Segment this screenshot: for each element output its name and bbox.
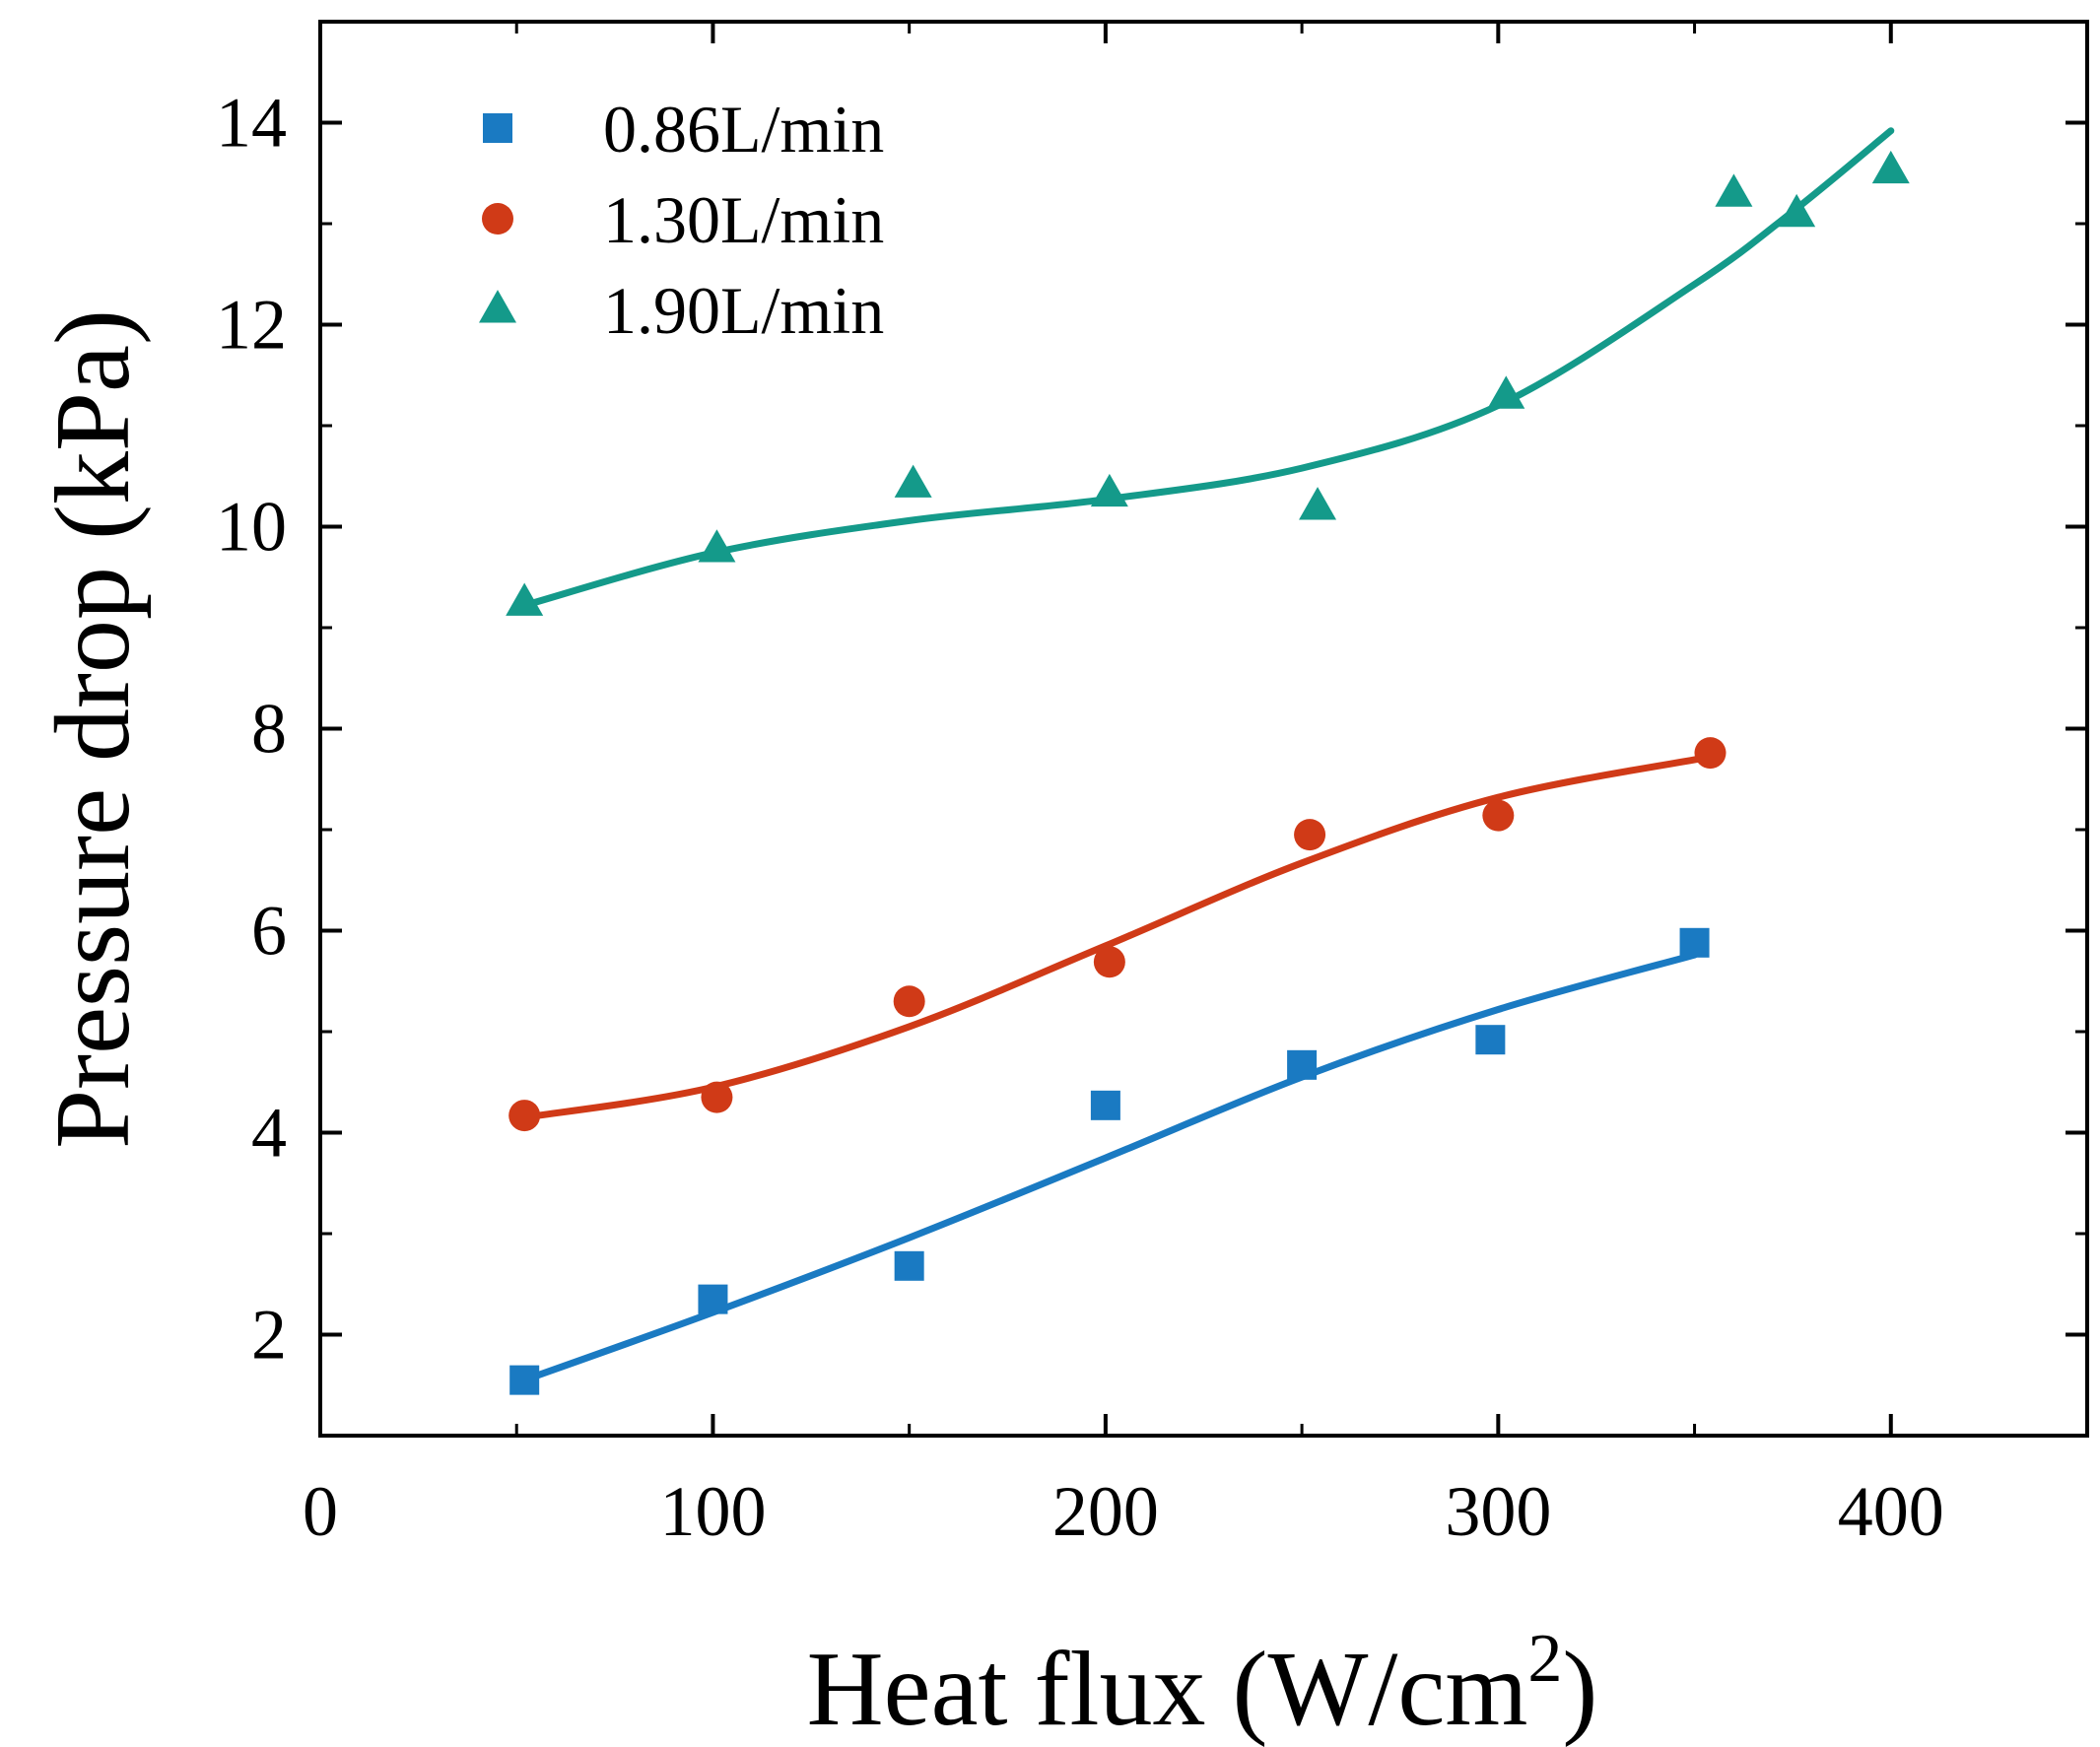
data-point-series-1 [1093, 946, 1125, 978]
fit-line-series-1 [520, 753, 1714, 1121]
y-tick-label: 10 [216, 488, 287, 567]
y-tick-label: 12 [216, 286, 287, 365]
plot-frame [318, 20, 2089, 1438]
data-point-series-1 [893, 985, 925, 1018]
data-point-series-1 [1294, 819, 1326, 851]
y-tick-label: 6 [251, 892, 287, 971]
data-point-series-0 [1475, 1025, 1506, 1055]
data-point-series-1 [701, 1081, 733, 1113]
data-point-series-0 [1679, 927, 1710, 958]
data-point-series-0 [894, 1250, 924, 1281]
data-point-series-2 [1090, 473, 1128, 507]
data-point-series-2 [506, 582, 544, 616]
data-point-series-1 [1694, 737, 1727, 770]
x-axis-label-superscript: 2 [1527, 1621, 1562, 1697]
data-point-series-2 [1778, 193, 1816, 228]
data-point-series-2 [894, 464, 932, 498]
fit-line-series-0 [520, 951, 1699, 1384]
data-point-series-2 [698, 529, 736, 563]
fit-line-series-2 [520, 127, 1895, 609]
x-tick-labels: 0 100 200 300 400 [303, 1472, 1944, 1551]
data-point-series-1 [1482, 799, 1515, 832]
data-point-series-1 [508, 1100, 541, 1132]
x-tick-label: 0 [303, 1472, 338, 1551]
legend-label-1: 1.30L/min [603, 182, 884, 257]
y-tick-label: 8 [251, 690, 287, 769]
y-tick-label: 14 [216, 84, 287, 163]
x-tick-label: 300 [1445, 1472, 1551, 1551]
x-tick-label: 200 [1052, 1472, 1159, 1551]
y-tick-label: 4 [251, 1094, 287, 1173]
data-point-series-2 [1299, 487, 1337, 520]
data-point-series-0 [1090, 1090, 1120, 1120]
y-axis-label: Pressure drop (kPa) [34, 309, 152, 1149]
legend-marker-1 [482, 203, 513, 235]
x-tick-label: 100 [659, 1472, 766, 1551]
legend-label-2: 1.90L/min [603, 273, 884, 348]
x-axis-label: Heat flux (W/cm2) [807, 1621, 1598, 1747]
y-tick-labels: 2 4 6 8 10 12 14 [216, 84, 287, 1375]
data-point-series-2 [1871, 150, 1910, 184]
legend-marker-0 [483, 113, 512, 143]
legend-marker-2 [479, 290, 516, 323]
data-point-series-0 [509, 1365, 540, 1395]
legend-label-0: 0.86L/min [603, 92, 884, 167]
axis-ticks [318, 22, 2087, 1436]
data-point-series-2 [1715, 173, 1753, 207]
data-markers [506, 150, 1910, 1395]
data-point-series-0 [1287, 1049, 1318, 1080]
legend: 0.86L/min 1.30L/min 1.90L/min [479, 92, 884, 348]
x-tick-label: 400 [1838, 1472, 1944, 1551]
y-tick-label: 2 [251, 1296, 287, 1375]
data-point-series-2 [1487, 375, 1525, 409]
data-point-series-0 [698, 1284, 728, 1314]
